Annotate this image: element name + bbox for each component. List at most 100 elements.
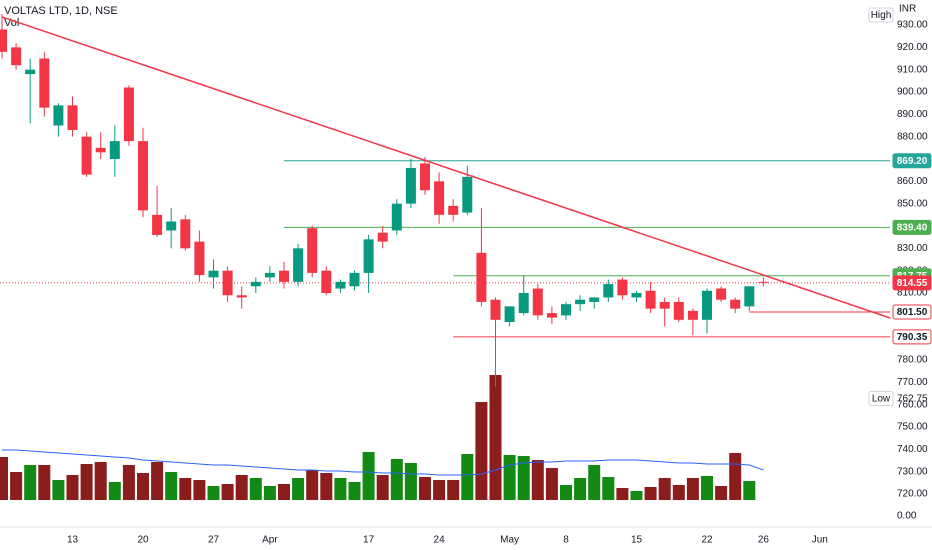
volume-bar [278, 484, 290, 500]
volume-bar [404, 463, 417, 500]
chart-title: VOLTAS LTD, 1D, NSE [4, 5, 118, 17]
y-tick-label: 750.00 [897, 422, 928, 433]
volume-bar [686, 478, 699, 500]
x-tick-label: 13 [67, 535, 79, 546]
volume-bar [235, 475, 248, 500]
y-tick-label: 890.00 [897, 109, 928, 120]
candle-body [716, 288, 727, 300]
volume-bar [122, 465, 135, 500]
volume-bar [24, 465, 37, 500]
low-label: Low [872, 394, 891, 405]
volume-bar [630, 491, 643, 500]
volume-bar [66, 475, 79, 500]
volume-bar [52, 480, 65, 500]
volume-bar [193, 480, 206, 500]
volume-bar [672, 485, 685, 500]
candle-body [95, 147, 106, 153]
level-box [892, 304, 932, 320]
candle-body [53, 105, 64, 126]
candle-body [180, 219, 191, 249]
candle-body [264, 272, 275, 278]
candle-body [758, 281, 769, 283]
volume-bar [517, 456, 530, 500]
y-tick-label: 730.00 [897, 466, 928, 477]
volume-bar [334, 478, 347, 500]
level-box [892, 219, 932, 235]
volume-bar [715, 486, 728, 500]
volume-bar [263, 486, 276, 500]
volume-ma-line [2, 449, 764, 476]
y-tick-label: 720.00 [897, 489, 928, 500]
candle-body [617, 279, 628, 296]
x-tick-label: Jun [812, 535, 828, 546]
volume-tick-label: 0.00 [897, 511, 917, 522]
y-tick-label: 880.00 [897, 131, 928, 142]
volume-bar [108, 482, 121, 500]
candle-body [631, 293, 642, 298]
candle-body [279, 270, 289, 282]
level-box [892, 329, 932, 345]
volume-bar [644, 487, 657, 500]
candle-body [109, 141, 120, 159]
volume-bar [80, 464, 93, 500]
candle-body [152, 214, 163, 235]
volume-bar [390, 459, 403, 500]
candle-body [349, 272, 360, 287]
candle-body [645, 290, 656, 309]
candle-body [39, 58, 50, 108]
y-tick-label: 900.00 [897, 87, 928, 98]
y-tick-label: 830.00 [897, 243, 928, 254]
x-tick-label: 15 [631, 535, 643, 546]
candle-body [307, 228, 318, 273]
y-tick-label: 850.00 [897, 198, 928, 209]
candle-body [476, 252, 487, 302]
volume-bar [362, 452, 375, 500]
x-tick-label: 27 [208, 535, 220, 546]
high-box [868, 7, 894, 23]
candle-body [589, 297, 600, 302]
candle-body [222, 270, 233, 296]
x-tick-label: May [500, 535, 519, 546]
volume-bar [433, 480, 446, 500]
volume-bar [10, 472, 23, 500]
volume-bar [249, 478, 262, 500]
candle-body [504, 306, 515, 323]
y-tick-label: 780.00 [897, 355, 928, 366]
candle-body [377, 232, 388, 242]
x-tick-label: Apr [262, 535, 278, 546]
y-tick-label: 760.00 [897, 399, 928, 410]
currency: INR [899, 4, 916, 15]
last-price-box [892, 275, 932, 291]
candle-body [546, 313, 557, 318]
candle-body [166, 221, 177, 231]
volume-bar [461, 454, 474, 500]
volume-bar [306, 470, 319, 500]
volume-bar [348, 482, 361, 500]
volume-bar [588, 465, 601, 500]
y-tick-label: 770.00 [897, 377, 928, 388]
y-tick-label: 860.00 [897, 176, 928, 187]
level-label: 790.35 [897, 332, 928, 343]
candle-body [391, 203, 402, 231]
candle-body [321, 270, 332, 293]
x-tick-label: 17 [363, 535, 375, 546]
volume-bar [743, 481, 756, 500]
volume-bar [137, 473, 149, 500]
x-tick-label: 24 [434, 535, 446, 546]
candle-body [434, 181, 445, 215]
volume-bar [419, 477, 431, 500]
volume-bar [545, 468, 558, 500]
candle-body [490, 299, 501, 320]
candle-body [67, 105, 78, 130]
candle-body [194, 241, 205, 276]
candle-body [730, 299, 741, 309]
volume-bar [531, 460, 544, 500]
level-box [892, 153, 932, 169]
volume-bar [165, 472, 178, 500]
volume-bar [560, 485, 572, 500]
candle-body [603, 284, 614, 298]
volume-bar [320, 473, 333, 500]
volume-bar [376, 475, 389, 500]
candle-body [673, 301, 684, 320]
